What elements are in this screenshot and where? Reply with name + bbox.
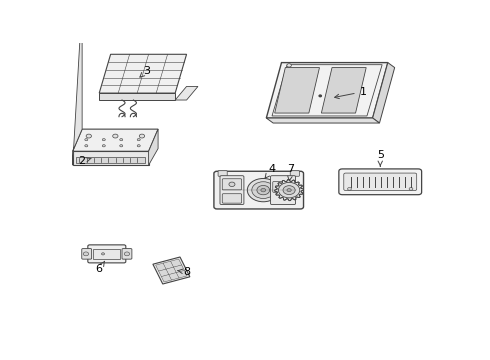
Polygon shape (73, 151, 148, 165)
Circle shape (281, 184, 285, 188)
Circle shape (287, 189, 291, 192)
Circle shape (229, 182, 235, 186)
Text: 4: 4 (265, 164, 275, 178)
FancyBboxPatch shape (122, 249, 132, 259)
Polygon shape (267, 118, 379, 123)
Circle shape (101, 253, 104, 255)
FancyBboxPatch shape (218, 171, 227, 176)
Text: 3: 3 (140, 66, 150, 77)
Circle shape (120, 145, 123, 147)
FancyBboxPatch shape (214, 171, 303, 209)
Polygon shape (99, 93, 175, 100)
Polygon shape (99, 54, 187, 93)
Text: 6: 6 (96, 261, 104, 274)
Polygon shape (169, 272, 180, 280)
Polygon shape (163, 261, 174, 269)
Circle shape (113, 134, 118, 138)
FancyBboxPatch shape (88, 245, 126, 263)
Circle shape (85, 145, 88, 147)
Text: 2: 2 (78, 156, 91, 166)
Text: 7: 7 (288, 164, 294, 181)
Circle shape (139, 134, 145, 138)
FancyBboxPatch shape (93, 249, 121, 259)
FancyBboxPatch shape (76, 157, 145, 163)
FancyBboxPatch shape (344, 173, 416, 190)
Polygon shape (166, 266, 177, 275)
Polygon shape (173, 265, 184, 273)
Circle shape (261, 188, 266, 192)
FancyBboxPatch shape (222, 179, 242, 190)
Circle shape (287, 64, 292, 67)
Polygon shape (373, 63, 394, 123)
FancyBboxPatch shape (290, 171, 299, 176)
Circle shape (347, 188, 351, 190)
Circle shape (120, 139, 123, 141)
Polygon shape (275, 180, 303, 201)
Text: 8: 8 (177, 267, 190, 277)
Circle shape (102, 139, 105, 141)
Circle shape (137, 145, 140, 147)
Circle shape (102, 145, 105, 147)
Circle shape (85, 139, 88, 141)
Polygon shape (267, 63, 388, 118)
FancyBboxPatch shape (270, 176, 295, 204)
Polygon shape (148, 129, 158, 165)
Polygon shape (158, 269, 170, 276)
FancyBboxPatch shape (339, 169, 421, 195)
Circle shape (257, 185, 270, 195)
FancyBboxPatch shape (273, 181, 294, 192)
Polygon shape (153, 257, 190, 284)
FancyBboxPatch shape (222, 194, 242, 203)
Polygon shape (73, 129, 158, 151)
Text: 1: 1 (335, 87, 367, 99)
FancyBboxPatch shape (220, 176, 244, 204)
Circle shape (278, 183, 300, 198)
FancyBboxPatch shape (82, 249, 92, 259)
Polygon shape (73, 1, 82, 165)
Polygon shape (175, 86, 198, 100)
Circle shape (137, 139, 140, 141)
Circle shape (283, 186, 295, 194)
Circle shape (86, 134, 92, 138)
Circle shape (252, 182, 275, 198)
Circle shape (83, 252, 89, 256)
Circle shape (409, 188, 413, 190)
Polygon shape (321, 68, 366, 113)
Polygon shape (176, 270, 187, 278)
Circle shape (124, 252, 129, 256)
Polygon shape (161, 274, 172, 282)
Text: 5: 5 (377, 150, 384, 166)
Polygon shape (171, 259, 182, 267)
Polygon shape (156, 263, 167, 271)
Circle shape (319, 95, 321, 97)
Circle shape (247, 179, 279, 202)
Polygon shape (275, 68, 319, 113)
